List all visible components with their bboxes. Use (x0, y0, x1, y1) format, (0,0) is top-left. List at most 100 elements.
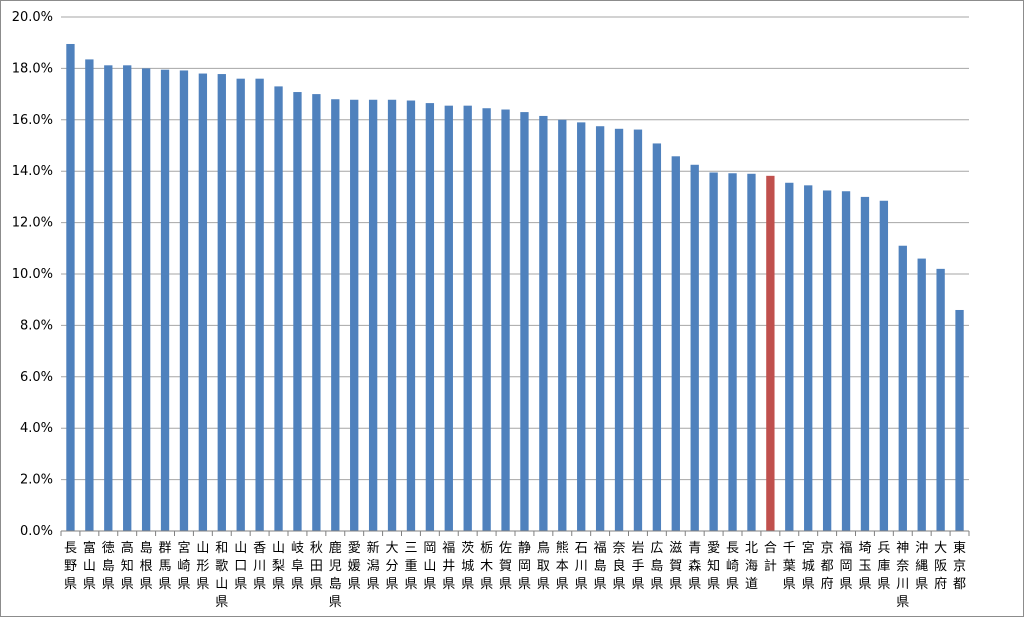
bar (217, 74, 226, 531)
x-tick-label: 神奈川県 (896, 541, 909, 610)
y-tick-label: 20.0% (12, 10, 53, 25)
bar (614, 128, 624, 532)
y-axis-tick-labels: 0.0% 2.0% 4.0% 6.0% 8.0% 10.0% 12.0% 14.0% 16.0%… (12, 10, 53, 539)
bar (595, 126, 605, 531)
x-tick-label: 岐阜県 (291, 541, 304, 592)
x-tick-label: 鹿児島県 (329, 540, 342, 610)
bar (558, 119, 567, 532)
bar (841, 191, 851, 531)
y-tick-label: 12.0% (12, 216, 53, 231)
x-tick-label: 千葉県 (783, 541, 796, 592)
x-tick-label: 香川県 (253, 541, 266, 592)
x-tick-label: 岩手県 (631, 541, 644, 592)
bar (539, 115, 548, 531)
bar (822, 190, 832, 531)
x-tick-label: 長野県 (64, 541, 77, 592)
bar (728, 173, 737, 532)
y-tick-label: 18.0% (12, 61, 53, 76)
x-tick-label: 山口県 (234, 541, 247, 592)
bar (898, 245, 907, 532)
x-tick-label: 三重県 (404, 541, 417, 592)
y-tick-label: 2.0% (20, 473, 53, 488)
x-tick-label: 東京都 (953, 540, 966, 592)
bar (709, 172, 718, 532)
x-tick-label: 富山県 (83, 540, 96, 592)
x-tick-label: 岡山県 (423, 541, 436, 592)
bar (690, 164, 699, 531)
x-tick-label: 鳥取県 (537, 541, 550, 592)
x-tick-label: 青森県 (688, 541, 701, 592)
x-tick-label: 奈良県 (613, 541, 626, 592)
x-tick-label: 佐賀県 (499, 541, 512, 592)
x-tick-label: 愛知県 (707, 541, 720, 592)
x-tick-label: 愛媛県 (348, 541, 361, 592)
bar (425, 103, 435, 531)
bar (350, 99, 359, 531)
bar (955, 309, 964, 531)
y-tick-label: 8.0% (20, 318, 53, 333)
x-tick-label: 島根県 (140, 541, 153, 592)
y-tick-label: 4.0% (20, 421, 53, 436)
x-tick-label: 福島県 (594, 541, 607, 592)
x-tick-label: 滋賀県 (669, 541, 682, 592)
x-tick-label: 新潟県 (367, 540, 380, 592)
bars (66, 43, 964, 532)
x-tick-label: 長崎県 (726, 541, 739, 592)
bar (387, 99, 397, 531)
x-tick-label: 和歌山県 (215, 541, 228, 610)
bar (577, 122, 586, 532)
x-axis (60, 530, 970, 536)
bar (804, 185, 813, 531)
bar (255, 78, 264, 532)
y-tick-label: 6.0% (20, 370, 53, 385)
bar (747, 173, 756, 531)
bar (85, 59, 94, 531)
x-tick-label: 大分県 (386, 541, 399, 592)
gridlines (61, 16, 969, 481)
x-tick-label: 群馬県 (159, 541, 172, 592)
x-tick-label: 埼玉県 (858, 541, 871, 592)
bar (936, 268, 945, 531)
x-tick-label: 大阪府 (934, 541, 947, 592)
x-tick-label: 静岡県 (518, 541, 531, 592)
bar (293, 92, 302, 531)
x-tick-label: 兵庫県 (877, 541, 890, 592)
x-axis-tick-labels: 長野県富山県徳島県高知県島根県群馬県宮崎県山形県和歌山県山口県香川県山梨県岐阜県… (64, 540, 966, 610)
x-tick-label: 京都府 (821, 541, 834, 592)
bar (66, 43, 75, 532)
y-tick-label: 0.0% (20, 524, 53, 539)
bar (198, 73, 208, 531)
bar (671, 156, 680, 531)
bar-highlight (766, 175, 775, 532)
x-tick-label: 北海道 (745, 541, 758, 592)
y-tick-label: 14.0% (12, 164, 53, 179)
bar (331, 99, 340, 532)
x-tick-label: 熊本県 (556, 540, 569, 592)
x-tick-label: 福岡県 (840, 541, 853, 592)
bar (123, 65, 132, 531)
x-tick-label: 茨城県 (461, 541, 474, 592)
bar (274, 86, 283, 531)
bar (879, 200, 889, 531)
bar (160, 69, 170, 531)
bar (520, 112, 529, 531)
bar (312, 94, 321, 531)
x-tick-label: 山形県 (196, 541, 209, 592)
y-tick-label: 16.0% (12, 113, 53, 128)
x-tick-label: 山梨県 (272, 541, 285, 592)
bar (463, 105, 472, 531)
x-tick-label: 秋田県 (310, 541, 323, 592)
bar (860, 196, 870, 531)
x-tick-label: 合計 (764, 541, 777, 574)
bar (104, 65, 113, 531)
bar (179, 70, 189, 532)
bar (501, 109, 510, 532)
bar (652, 143, 662, 531)
x-tick-label: 福井県 (442, 541, 455, 592)
x-tick-label: 石川県 (575, 541, 588, 592)
bar (444, 105, 453, 531)
bar (236, 78, 245, 532)
x-tick-label: 広島県 (650, 541, 663, 592)
